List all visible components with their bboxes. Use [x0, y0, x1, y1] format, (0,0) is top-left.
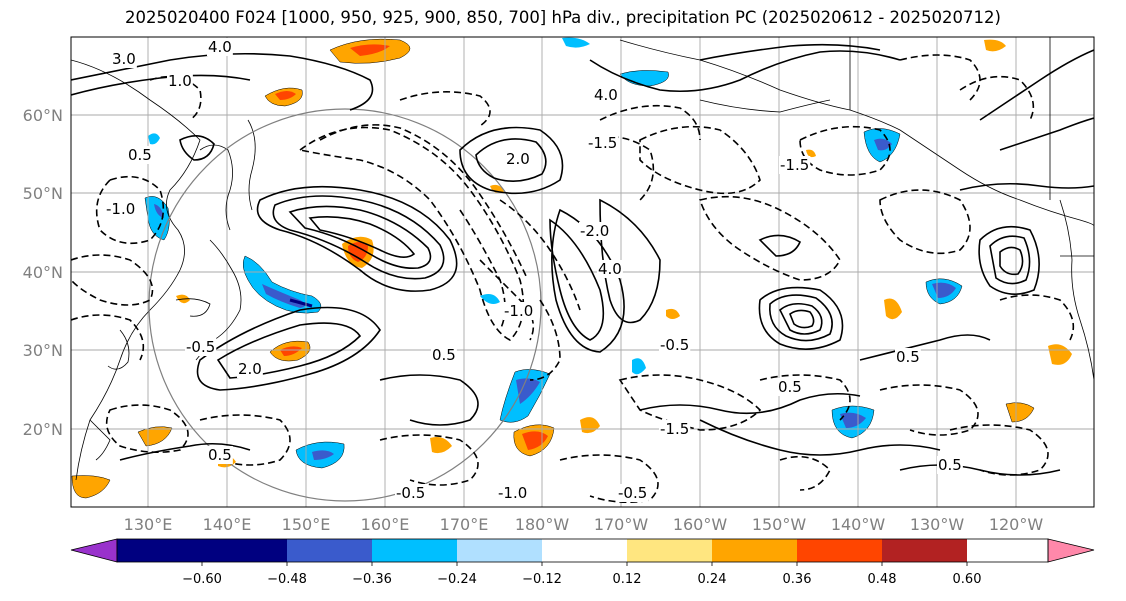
projection-outline [148, 108, 542, 502]
colorbar-segment [712, 539, 797, 562]
contour-label: -2.0 [580, 222, 609, 240]
colorbar-tick-label: 0.12 [613, 572, 642, 587]
lat-label-60n: 60°N [23, 106, 63, 125]
colorbar-segment [457, 539, 542, 562]
contour-label: -1.5 [588, 134, 617, 152]
colorbar-tick-label: −0.48 [267, 572, 307, 587]
contour-label: 4.0 [208, 38, 232, 56]
colorbar: −0.60 −0.48 −0.36 −0.24 −0.12 0.12 0.24 … [70, 538, 1095, 587]
contour-label: 0.5 [128, 146, 152, 164]
contour-label: 2.0 [506, 150, 530, 168]
lon-label-160w: 160°W [673, 515, 728, 534]
contour-label: -0.5 [186, 338, 215, 356]
colorbar-segment [202, 539, 287, 562]
colorbar-segment [542, 539, 627, 562]
colorbar-extend-max [1047, 538, 1095, 563]
latitude-labels: 60°N 50°N 40°N 30°N 20°N [23, 106, 63, 439]
contour-label: 4.0 [594, 86, 618, 104]
map-gridlines [71, 37, 1094, 507]
contour-label: -1.0 [504, 302, 533, 320]
contour-label: -1.5 [660, 420, 689, 438]
colorbar-segment [797, 539, 882, 562]
lon-label-130w: 130°W [910, 515, 965, 534]
lat-label-40n: 40°N [23, 263, 63, 282]
contour-label: 0.5 [938, 456, 962, 474]
colorbar-segment [117, 539, 202, 562]
contour-label: 1.0 [168, 72, 192, 90]
lon-label-130e: 130°E [124, 515, 173, 534]
lat-label-50n: 50°N [23, 184, 63, 203]
colorbar-tick-label: 0.60 [953, 572, 982, 587]
lon-label-120w: 120°W [989, 515, 1044, 534]
lat-label-30n: 30°N [23, 341, 63, 360]
contour-label: -0.5 [396, 484, 425, 502]
colorbar-segment [627, 539, 712, 562]
lat-label-20n: 20°N [23, 420, 63, 439]
contour-label: -1.0 [498, 484, 527, 502]
lon-label-150e: 150°E [282, 515, 331, 534]
lon-label-170w: 170°W [594, 515, 649, 534]
contour-label: -0.5 [618, 484, 647, 502]
lon-label-160e: 160°E [361, 515, 410, 534]
map-area: 3.0 4.0 1.0 0.5 -0.5 -1.0 -1.5 2.0 -2.0 … [71, 37, 1094, 507]
contour-label: -0.5 [660, 336, 689, 354]
lon-label-170e: 170°E [440, 515, 489, 534]
longitude-labels: 130°E 140°E 150°E 160°E 170°E 180°W 170°… [124, 515, 1044, 534]
colorbar-tick-label: −0.36 [352, 572, 392, 587]
lon-label-140e: 140°E [203, 515, 252, 534]
contour-label: -1.0 [106, 200, 135, 218]
colorbar-tick-label: −0.60 [182, 572, 222, 587]
lon-label-150w: 150°W [752, 515, 807, 534]
colorbar-tick-label: −0.24 [437, 572, 477, 587]
colorbar-segment [372, 539, 457, 562]
contour-label: -1.5 [780, 156, 809, 174]
colorbar-segment [287, 539, 372, 562]
contour-label: 0.5 [208, 446, 232, 464]
map-frame [70, 36, 1095, 508]
colorbar-tick-label: −0.12 [522, 572, 562, 587]
positive-contours [71, 43, 1094, 476]
colorbar-tick-label: 0.48 [868, 572, 897, 587]
lon-label-140w: 140°W [831, 515, 886, 534]
contour-labels: 3.0 4.0 1.0 0.5 -0.5 -1.0 -1.5 2.0 -2.0 … [105, 38, 963, 502]
contour-label: 4.0 [598, 260, 622, 278]
colorbar-segment [882, 539, 967, 562]
colorbar-extend-min [70, 538, 118, 563]
colorbar-tick-label: 0.36 [783, 572, 812, 587]
contour-label: 0.5 [778, 378, 802, 396]
lon-label-180w: 180°W [515, 515, 570, 534]
contour-label: 2.0 [238, 360, 262, 378]
contour-label: 0.5 [896, 348, 920, 366]
map-title: 2025020400 F024 [1000, 950, 925, 900, 85… [125, 8, 1001, 27]
colorbar-tick-label: 0.24 [698, 572, 727, 587]
contour-label: 0.5 [432, 346, 456, 364]
contour-label: 3.0 [112, 50, 136, 68]
